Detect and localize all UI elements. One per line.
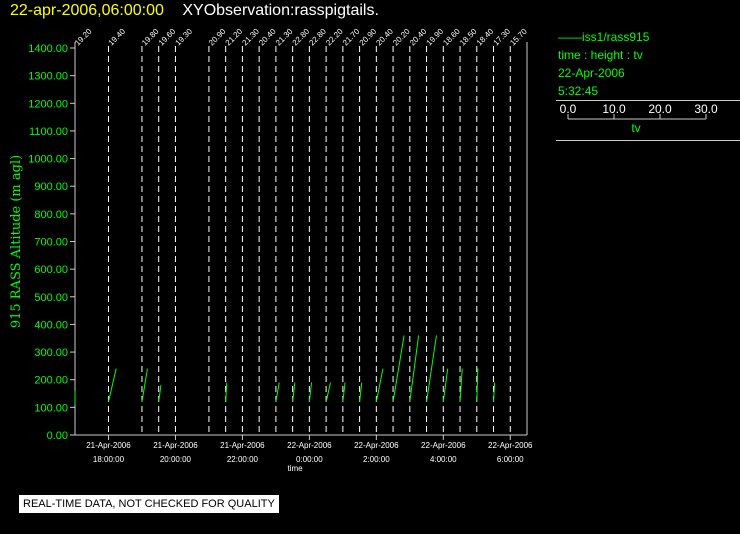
legend-date: 22-Apr-2006 <box>558 66 625 80</box>
quality-notice: REAL-TIME DATA, NOT CHECKED FOR QUALITY <box>19 495 279 513</box>
chart-data <box>74 335 496 405</box>
y-tick-label: 400.00 <box>34 319 68 331</box>
profile-label: 18.50 <box>458 27 479 48</box>
x-tick-time: 6:00:00 <box>497 455 524 464</box>
profile-label: 19.60 <box>157 27 178 48</box>
profile-label: 17.30 <box>492 27 513 48</box>
x-tick-date: 21-Apr-2006 <box>153 441 198 450</box>
profile-trace <box>392 335 405 402</box>
legend-series: ——iss1/rass915 <box>556 28 740 46</box>
x-tick-time: 22:00:00 <box>227 455 259 464</box>
profile-trace <box>476 368 479 402</box>
profile-trace <box>442 368 449 402</box>
profile-label: 19.90 <box>425 27 446 48</box>
y-tick-label: 1200.00 <box>28 98 68 110</box>
y-tick-label: 1400.00 <box>28 43 68 55</box>
profile-label: 22.20 <box>324 27 345 48</box>
chart-grid <box>74 46 511 435</box>
profile-label: 21.30 <box>240 27 261 48</box>
profile-label: 19.80 <box>140 27 161 48</box>
profile-label: 18.40 <box>475 27 496 48</box>
profile-label: 20.40 <box>257 27 278 48</box>
profile-label: 22.80 <box>291 27 312 48</box>
profile-trace <box>493 382 496 402</box>
header-date: 22-apr-2006,06:00:00 <box>10 2 164 19</box>
x-tick-date: 22-Apr-2006 <box>488 441 533 450</box>
legend-series-name: iss1/rass915 <box>582 30 650 44</box>
profile-label: 21.30 <box>274 27 295 48</box>
legend-scale-label: tv <box>631 121 640 135</box>
profile-trace <box>158 385 162 402</box>
profile-label: 18.60 <box>441 27 462 48</box>
x-tick-date: 21-Apr-2006 <box>86 441 131 450</box>
profile-trace <box>459 368 463 402</box>
profile-label: 19.30 <box>173 27 194 48</box>
legend-scale-tick-label: 10.0 <box>602 102 626 116</box>
y-tick-label: 100.00 <box>34 402 68 414</box>
profile-trace <box>292 382 296 402</box>
profile-label: 15.70 <box>508 27 529 48</box>
x-axis-title: time <box>287 464 303 473</box>
profile-label: 21.70 <box>341 27 362 48</box>
y-tick-label: 700.00 <box>34 237 68 249</box>
profile-trace <box>409 335 420 402</box>
x-tick-time: 0:00:00 <box>296 455 323 464</box>
x-tick-date: 22-Apr-2006 <box>354 441 399 450</box>
profile-trace <box>359 382 363 402</box>
y-tick-label: 300.00 <box>34 347 68 359</box>
profile-label: 19.40 <box>107 27 128 48</box>
legend-axes: time : height : tv <box>558 48 643 62</box>
profile-label: 22.80 <box>307 27 328 48</box>
y-tick-label: 800.00 <box>34 209 68 221</box>
profile-label: 20.20 <box>391 27 412 48</box>
legend: ——iss1/rass915 time : height : tv 22-Apr… <box>556 28 740 141</box>
y-tick-label: 200.00 <box>34 375 68 387</box>
y-tick-label: 1300.00 <box>28 71 68 83</box>
y-tick-label: 1000.00 <box>28 154 68 166</box>
x-tick-date: 22-Apr-2006 <box>421 441 466 450</box>
legend-line-icon: —— <box>558 30 582 44</box>
profile-trace <box>375 368 384 402</box>
chart-axes: 0.00 100.00 200.00 300.00 400.00 500.00 600.00… <box>9 42 533 473</box>
y-tick-label: 0.00 <box>47 430 68 442</box>
legend-divider-bottom <box>556 140 740 141</box>
y-tick-label: 900.00 <box>34 181 68 193</box>
legend-time: 5:32:45 <box>558 84 599 98</box>
profile-trace <box>141 368 148 402</box>
profile-trace <box>308 382 313 402</box>
y-tick-label: 600.00 <box>34 264 68 276</box>
x-tick-date: 22-Apr-2006 <box>287 441 332 450</box>
profile-label: 20.90 <box>358 27 379 48</box>
profile-trace <box>342 382 346 402</box>
profile-trace <box>107 368 117 402</box>
header-title: XYObservation:rasspigtails. <box>182 2 379 19</box>
profile-label: 20.90 <box>207 27 228 48</box>
y-tick-label: 500.00 <box>34 292 68 304</box>
profile-trace <box>325 382 331 402</box>
x-tick-time: 2:00:00 <box>363 455 390 464</box>
x-tick-time: 20:00:00 <box>160 455 192 464</box>
profile-trace <box>225 382 228 402</box>
y-axis-title: 915 RASS Altitude (m agl) <box>9 155 24 328</box>
profile-trace <box>426 335 437 402</box>
profile-label: 21.20 <box>224 27 245 48</box>
legend-scale-tick-label: 20.0 <box>648 102 672 116</box>
profile-label: 20.40 <box>408 27 429 48</box>
y-tick-label: 1100.00 <box>29 126 68 138</box>
profile-trace <box>275 382 280 402</box>
x-tick-date: 21-Apr-2006 <box>220 441 265 450</box>
profile-label: 20.40 <box>374 27 395 48</box>
x-tick-time: 4:00:00 <box>430 455 457 464</box>
legend-scale-tick-label: 30.0 <box>694 102 718 116</box>
legend-scale: 0.0 10.0 20.0 30.0 tv <box>560 102 718 135</box>
header: 22-apr-2006,06:00:00 XYObservation:rassp… <box>10 2 379 24</box>
legend-scale-tick-label: 0.0 <box>560 102 577 116</box>
profile-label: 19.20 <box>73 27 94 48</box>
x-tick-time: 18:00:00 <box>93 455 125 464</box>
legend-divider <box>556 100 740 101</box>
